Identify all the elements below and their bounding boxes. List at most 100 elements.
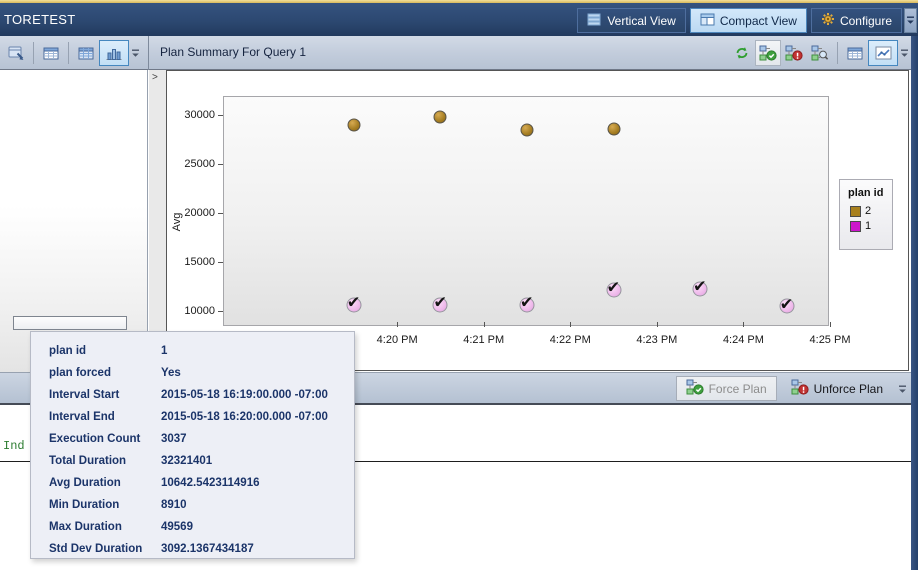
grid-view-icon[interactable] xyxy=(842,40,868,66)
toolbar-separator xyxy=(837,42,838,64)
data-point-plan-2[interactable] xyxy=(347,118,361,132)
left-pane-scrollbox[interactable] xyxy=(13,316,127,330)
data-point-plan-1[interactable]: ✔ xyxy=(779,294,795,314)
left-chart-pane xyxy=(0,70,148,372)
compact-view-label: Compact View xyxy=(719,13,797,28)
data-point-plan-1[interactable]: ✔ xyxy=(519,293,535,313)
tooltip-row-value: 32321401 xyxy=(161,455,213,467)
y-axis-tick-label: 30000 xyxy=(184,109,215,122)
tooltip-row-value: 10642.5423114916 xyxy=(161,477,260,489)
gear-icon xyxy=(821,12,835,29)
refresh-icon[interactable] xyxy=(729,40,755,66)
configure-button[interactable]: Configure xyxy=(810,8,902,33)
data-point-plan-1[interactable]: ✔ xyxy=(692,276,708,297)
toolbar-overflow-icon[interactable] xyxy=(129,40,142,66)
x-axis-tick xyxy=(570,322,572,327)
tooltip-row: Total Duration 32321401 xyxy=(49,450,354,472)
tooltip-row: Avg Duration 10642.5423114916 xyxy=(49,472,354,494)
tooltip-row-value: 3037 xyxy=(161,433,187,445)
view-buttons: Vertical View Compact View Configure xyxy=(577,8,902,33)
chart-toolbar: Plan Summary For Query 1 xyxy=(0,36,918,70)
force-plan-toolbar: Force Plan Unforce Plan xyxy=(0,372,911,405)
tooltip-row-value: 49569 xyxy=(161,521,193,533)
tooltip-row-value: 8910 xyxy=(161,499,187,511)
forced-check-icon: ✔ xyxy=(779,294,794,314)
compare-plans-icon[interactable] xyxy=(807,40,833,66)
y-axis-tick xyxy=(218,212,223,214)
titlebar-overflow-button[interactable] xyxy=(904,8,917,33)
tooltip-row: Interval End 2015-05-18 16:20:00.000 -07:… xyxy=(49,406,354,428)
tooltip-row-label: Execution Count xyxy=(49,433,141,445)
bar-chart-icon[interactable] xyxy=(99,40,129,66)
window-right-border xyxy=(911,36,918,570)
tooltip-row-label: plan forced xyxy=(49,367,111,379)
results-grid-icon[interactable] xyxy=(38,40,64,66)
data-point-plan-1[interactable]: ✔ xyxy=(346,292,362,313)
forced-check-icon: ✔ xyxy=(520,293,534,313)
tooltip-row: Min Duration 8910 xyxy=(49,494,354,516)
force-plan-icon[interactable] xyxy=(755,40,781,66)
pane-splitter[interactable] xyxy=(148,36,149,70)
legend-item: 2 xyxy=(850,205,892,217)
y-axis-tick-label: 20000 xyxy=(184,206,215,219)
x-axis-tick-label: 4:24 PM xyxy=(722,334,764,346)
tooltip-row: Interval Start 2015-05-18 16:19:00.000 -0… xyxy=(49,384,354,406)
data-point-plan-2[interactable] xyxy=(607,122,621,136)
legend-title: plan id xyxy=(848,187,884,199)
y-axis-tick xyxy=(218,115,223,117)
forced-check-icon: ✔ xyxy=(346,292,361,312)
tooltip-row: Execution Count 3037 xyxy=(49,428,354,450)
title-bar: TORETEST Vertical View Compact View Conf… xyxy=(0,3,918,36)
unforce-plan-button[interactable]: Unforce Plan xyxy=(781,376,893,401)
vertical-view-button[interactable]: Vertical View xyxy=(577,8,686,33)
view-mode-icons xyxy=(3,40,142,66)
x-axis-tick-label: 4:21 PM xyxy=(463,334,505,346)
tooltip-row-label: Interval Start xyxy=(49,389,120,401)
forcebar-overflow-icon[interactable] xyxy=(896,378,908,400)
compact-view-button[interactable]: Compact View xyxy=(689,8,807,33)
data-point-plan-2[interactable] xyxy=(520,123,534,137)
tooltip-row-label: plan id xyxy=(49,345,87,357)
plot-area: 10000 15000 20000 25000 30000 4:20 PM 4:21 PM 4… xyxy=(184,96,850,346)
x-axis-tick xyxy=(656,322,658,327)
tooltip-row-label: Max Duration xyxy=(49,521,122,533)
plan-action-icons xyxy=(729,40,911,66)
vertical-view-label: Vertical View xyxy=(607,13,676,28)
page-title: Plan Summary For Query 1 xyxy=(160,45,307,59)
expander-chevron[interactable]: > xyxy=(152,72,158,83)
x-axis-tick-label: 4:22 PM xyxy=(549,334,591,346)
legend-swatch xyxy=(850,220,861,232)
tooltip-row-label: Total Duration xyxy=(49,455,127,467)
data-point-plan-1[interactable]: ✔ xyxy=(606,279,622,298)
tooltip-row: plan id 1 xyxy=(49,340,354,362)
data-point-plan-2[interactable] xyxy=(433,110,447,124)
x-axis-tick xyxy=(830,322,831,327)
chart-view-icon[interactable] xyxy=(868,40,898,66)
plan-tooltip-body: plan id 1 plan forced Yes Interval Start 2015… xyxy=(49,340,354,560)
toolbar-separator xyxy=(33,42,34,64)
x-axis-tick xyxy=(397,322,399,327)
toolbar-overflow-icon[interactable] xyxy=(898,40,911,66)
tooltip-row-label: Min Duration xyxy=(49,499,120,511)
grid-settings-icon[interactable] xyxy=(3,40,29,66)
force-plan-button[interactable]: Force Plan xyxy=(675,376,777,401)
x-axis-tick-label: 4:25 PM xyxy=(809,334,851,346)
tooltip-row-value: 1 xyxy=(161,345,168,357)
y-axis-tick xyxy=(218,261,223,263)
data-point-plan-1[interactable]: ✔ xyxy=(432,295,448,313)
configure-label: Configure xyxy=(839,13,892,28)
unforce-plan-icon[interactable] xyxy=(781,40,807,66)
legend-swatch xyxy=(850,205,861,217)
tooltip-row-label: Std Dev Duration xyxy=(49,543,143,555)
tooltip-row-label: Interval End xyxy=(49,411,115,423)
window-title: TORETEST xyxy=(4,12,76,27)
grid-icon[interactable] xyxy=(73,40,99,66)
y-axis-tick-label: 15000 xyxy=(184,255,215,268)
chart-gutter: > xyxy=(149,70,166,372)
query-text: Ind xyxy=(3,439,25,453)
x-axis-tick-label: 4:20 PM xyxy=(376,334,418,346)
y-axis-tick-label: 10000 xyxy=(184,304,215,317)
forced-check-icon: ✔ xyxy=(693,276,707,296)
